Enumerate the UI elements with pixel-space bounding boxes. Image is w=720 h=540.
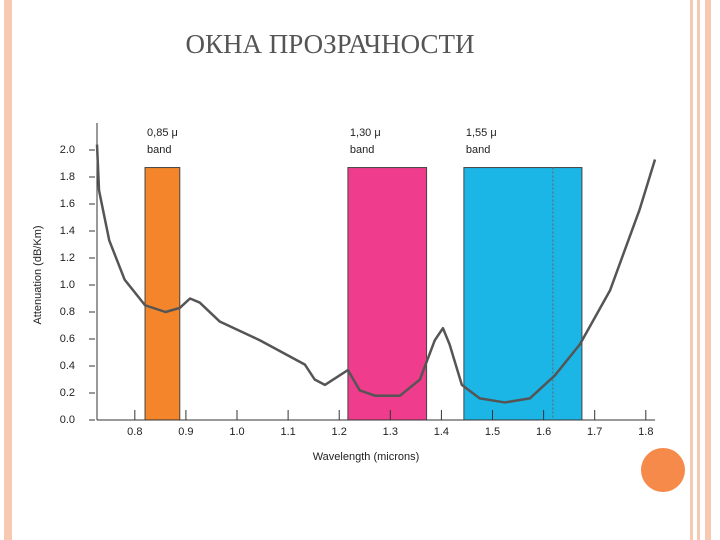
band	[144, 167, 181, 421]
x-tick-label: 1.3	[383, 426, 398, 438]
y-axis-label: Attenuation (dB/Km)	[32, 225, 44, 324]
x-tick-label: 0.9	[178, 426, 193, 438]
x-tick-label: 1.1	[280, 426, 295, 438]
right-stripe	[697, 0, 700, 540]
x-tick-label: 1.5	[485, 426, 500, 438]
band-label: band	[350, 144, 374, 156]
y-tick-label: 0.2	[60, 387, 75, 399]
x-tick-label: 1.6	[536, 426, 551, 438]
x-tick-label: 1.4	[434, 426, 449, 438]
band-label: band	[466, 144, 490, 156]
x-tick-label: 1.8	[638, 426, 653, 438]
attenuation-curve	[95, 144, 657, 404]
y-tick-label: 2.0	[60, 144, 75, 156]
band-label: 1,55 μ	[466, 127, 497, 139]
x-tick-label: 0.8	[127, 426, 142, 438]
band-label: 1,30 μ	[350, 127, 381, 139]
y-tick-label: 0.0	[60, 414, 75, 426]
band	[347, 167, 428, 421]
y-tick-label: 0.6	[60, 333, 75, 345]
y-tick-label: 1.2	[60, 252, 75, 264]
x-tick-label: 1.0	[229, 426, 244, 438]
y-tick-label: 1.8	[60, 171, 75, 183]
band-label: 0,85 μ	[147, 127, 178, 139]
x-tick-label: 1.7	[587, 426, 602, 438]
x-tick-label: 1.2	[332, 426, 347, 438]
y-tick-label: 0.8	[60, 306, 75, 318]
y-tick-label: 0.4	[60, 360, 75, 372]
y-tick-label: 1.6	[60, 198, 75, 210]
decor-circle	[641, 448, 685, 492]
right-stripe	[705, 0, 711, 540]
band-label: band	[147, 144, 171, 156]
y-tick-label: 1.0	[60, 279, 75, 291]
band	[463, 167, 583, 421]
y-tick-label: 1.4	[60, 225, 75, 237]
right-stripe	[690, 0, 693, 540]
left-stripe	[4, 0, 12, 540]
chart-title: ОКНА ПРОЗРАЧНОСТИ	[186, 29, 475, 59]
x-axis-label: Wavelength (microns)	[313, 451, 420, 463]
